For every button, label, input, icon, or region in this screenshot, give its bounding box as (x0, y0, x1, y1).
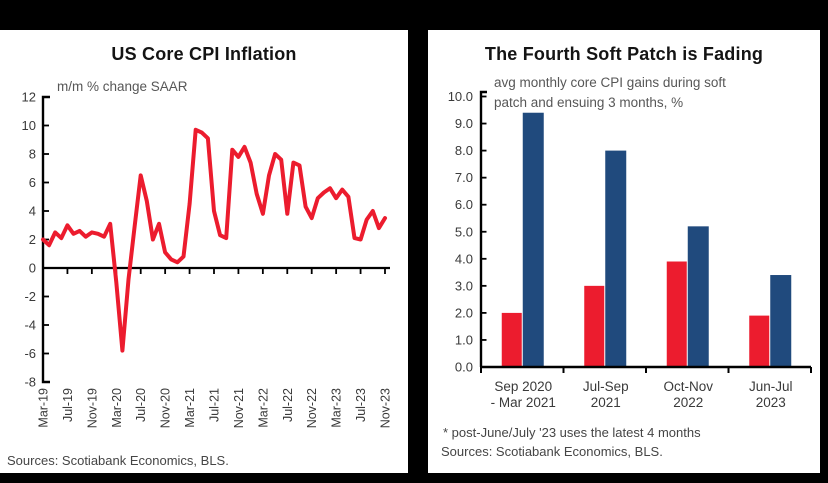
category-label: 2023 (756, 395, 786, 410)
x-tick-label: Nov-19 (85, 388, 99, 428)
ensuing-months-bar (605, 150, 627, 367)
right-chart-sources: Sources: Scotiabank Economics, BLS. (441, 444, 663, 459)
y-tick-label: -2 (24, 289, 36, 304)
y-tick-label: 9.0 (455, 116, 473, 131)
y-tick-label: 6.0 (455, 197, 473, 212)
right-chart-subtitle: avg monthly core CPI gains during soft p… (494, 73, 726, 113)
y-tick-label: -6 (24, 346, 36, 361)
soft-patch-bar (666, 261, 687, 367)
x-tick-label: Jul-22 (281, 388, 295, 422)
category-label: Jul-Sep (583, 379, 629, 394)
x-tick-label: Jul-21 (207, 388, 221, 422)
left-chart-sources: Sources: Scotiabank Economics, BLS. (7, 453, 229, 468)
y-tick-label: 3.0 (455, 278, 473, 293)
category-label: Jun-Jul (749, 379, 793, 394)
panel-divider (408, 0, 428, 483)
y-tick-label: 6 (29, 175, 36, 190)
category-label: Sep 2020 (494, 379, 552, 394)
core-cpi-line-series (41, 127, 387, 353)
x-tick-label: Nov-21 (232, 388, 246, 428)
category-label: - Mar 2021 (491, 395, 556, 410)
x-tick-label: Mar-20 (110, 388, 124, 428)
ensuing-months-bar (770, 275, 792, 367)
bar-chart-canvas: 0.0 1.0 2.0 3.0 4.0 5.0 6.0 7.0 8.0 9.0 10.0 Sep 20… (448, 89, 812, 410)
y-tick-label: 0 (29, 261, 36, 276)
category-label: 2022 (673, 395, 703, 410)
y-tick-label: 0.0 (455, 360, 473, 375)
right-chart-panel: The Fourth Soft Patch is Fading 0.0 1.0 2.… (428, 30, 820, 473)
x-tick-label: Nov-22 (305, 388, 319, 428)
y-tick-label: 10 (22, 118, 36, 133)
soft-patch-bar (584, 285, 605, 367)
x-tick-label: Mar-19 (37, 388, 51, 428)
x-tick-label: Mar-23 (330, 388, 344, 428)
x-tick-label: Nov-23 (378, 388, 392, 428)
x-tick-label: Mar-22 (256, 388, 270, 428)
left-chart-subtitle: m/m % change SAAR (57, 79, 188, 94)
soft-patch-bar (501, 312, 522, 367)
category-label: 2021 (591, 395, 621, 410)
right-chart-subtitle-line1: avg monthly core CPI gains during soft (494, 75, 726, 90)
y-tick-label: 12 (22, 90, 36, 105)
soft-patch-bar (749, 315, 770, 367)
right-chart-footnote: * post-June/July '23 uses the latest 4 m… (443, 425, 701, 440)
ensuing-months-bar (687, 226, 709, 367)
right-chart-subtitle-line2: patch and ensuing 3 months, % (494, 95, 684, 110)
y-tick-label: 7.0 (455, 170, 473, 185)
category-label: Oct-Nov (663, 379, 713, 394)
line-chart-canvas: -8 -6 -4 -2 0 2 4 6 8 10 12 Mar-19 Jul-19 Nov-19 Mar-2… (22, 90, 393, 429)
y-tick-label: 10.0 (448, 89, 473, 104)
left-chart-title: US Core CPI Inflation (111, 44, 297, 64)
y-tick-label: 2 (29, 232, 36, 247)
y-tick-label: -4 (24, 318, 36, 333)
y-tick-label: 5.0 (455, 224, 473, 239)
y-tick-label: 8.0 (455, 143, 473, 158)
x-tick-label: Mar-21 (183, 388, 197, 428)
y-axis-spine (479, 90, 487, 367)
y-tick-label: 1.0 (455, 332, 473, 347)
x-tick-label: Jul-23 (354, 388, 368, 422)
ensuing-months-bar (522, 112, 544, 367)
y-tick-label: 2.0 (455, 305, 473, 320)
right-chart-title: The Fourth Soft Patch is Fading (484, 44, 764, 64)
y-tick-label: 4.0 (455, 251, 473, 266)
left-chart-panel: US Core CPI Inflation -8 -6 -4 -2 0 2 4 6 8 10 12 M… (0, 30, 408, 473)
y-tick-label: -8 (24, 375, 36, 390)
y-tick-label: 4 (29, 204, 36, 219)
x-tick-label: Nov-20 (159, 388, 173, 428)
x-tick-label: Jul-20 (134, 388, 148, 422)
y-tick-label: 8 (29, 147, 36, 162)
x-tick-label: Jul-19 (61, 388, 75, 422)
